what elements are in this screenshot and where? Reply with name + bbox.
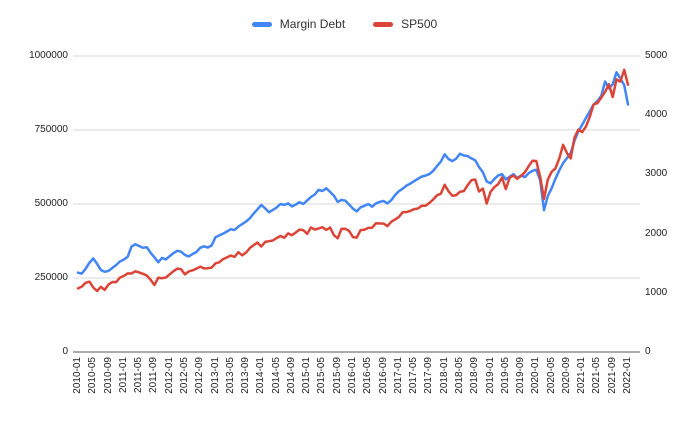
y-axis-right-tick-label: 0 — [645, 346, 651, 357]
x-axis-tick-label: 2019-01 — [484, 357, 496, 394]
x-axis-tick-label: 2020-01 — [530, 357, 542, 394]
x-axis-tick-label: 2021-01 — [576, 357, 588, 394]
x-axis-tick-label: 2010-05 — [87, 357, 99, 394]
legend-label-margin-debt: Margin Debt — [279, 17, 346, 31]
x-axis-tick-label: 2018-09 — [469, 357, 481, 394]
y-axis-left-tick-label: 750000 — [34, 124, 68, 135]
x-axis-tick-label: 2015-09 — [331, 357, 343, 394]
sp500-series-swatch-icon — [373, 21, 394, 27]
x-axis-tick-label: 2013-05 — [224, 357, 236, 394]
margin-debt-line — [76, 71, 630, 275]
x-axis-tick-label: 2015-01 — [301, 357, 313, 394]
y-axis-left-tick-label: 500000 — [34, 198, 68, 209]
legend: Margin Debt SP500 — [0, 17, 689, 31]
y-axis-left-tick-label: 250000 — [34, 272, 68, 283]
x-axis-tick-label: 2022-01 — [622, 357, 633, 394]
x-axis-tick-label: 2014-05 — [270, 357, 282, 394]
x-axis-tick-label: 2010-09 — [102, 357, 114, 394]
x-axis-tick-label: 2011-01 — [117, 357, 129, 393]
x-axis-tick-label: 2017-09 — [423, 357, 435, 394]
x-axis-tick-label: 2010-01 — [72, 357, 83, 394]
x-axis-tick-label: 2018-01 — [438, 357, 450, 394]
sp500-line — [76, 68, 630, 293]
x-axis-tick-label: 2013-01 — [209, 357, 221, 394]
x-axis-tick-label: 2018-05 — [453, 357, 465, 394]
y-axis-left-tick-label: 1000000 — [29, 50, 68, 61]
x-axis-tick-label: 2016-01 — [347, 357, 358, 394]
x-axis-tick-label: 2015-05 — [316, 357, 328, 394]
x-axis-tick-label: 2019-05 — [499, 357, 511, 394]
x-axis-tick-label: 2012-01 — [163, 357, 175, 394]
x-axis-tick-label: 2014-01 — [255, 357, 267, 394]
x-axis-tick-label: 2020-05 — [545, 357, 557, 394]
y-axis-left-tick-label: 0 — [62, 346, 68, 357]
legend-item-sp500: SP500 — [373, 17, 437, 31]
y-axis-right-tick-label: 2000 — [645, 227, 668, 239]
x-axis-tick-label: 2012-09 — [194, 357, 206, 394]
x-axis-tick-label: 2011-09 — [148, 357, 160, 393]
x-axis-tick-label: 2011-05 — [133, 357, 145, 393]
y-axis-right-tick-label: 4000 — [645, 109, 668, 121]
x-axis-tick-label: 2017-05 — [408, 357, 420, 394]
x-axis-tick-label: 2019-09 — [515, 357, 527, 394]
x-axis-tick-label: 2016-05 — [362, 357, 374, 394]
x-axis-tick-label: 2014-09 — [285, 357, 297, 394]
x-axis-tick-label: 2021-09 — [606, 357, 618, 394]
legend-item-margin-debt: Margin Debt — [251, 17, 346, 31]
x-axis-tick-label: 2017-01 — [392, 357, 404, 394]
x-axis-tick-label: 2013-09 — [240, 357, 252, 394]
y-axis-right-tick-label: 3000 — [645, 168, 668, 180]
x-axis-tick-label: 2012-05 — [178, 357, 190, 394]
legend-label-sp500: SP500 — [401, 17, 438, 31]
margin-debt-series-swatch-icon — [251, 21, 272, 27]
y-axis-right-tick-label: 1000 — [645, 286, 668, 298]
x-axis-tick-label: 2020-09 — [560, 357, 572, 394]
x-axis-tick-label: 2021-05 — [591, 357, 603, 394]
y-axis-right-tick-label: 5000 — [645, 50, 668, 61]
x-axis-tick-label: 2016-09 — [377, 357, 389, 394]
